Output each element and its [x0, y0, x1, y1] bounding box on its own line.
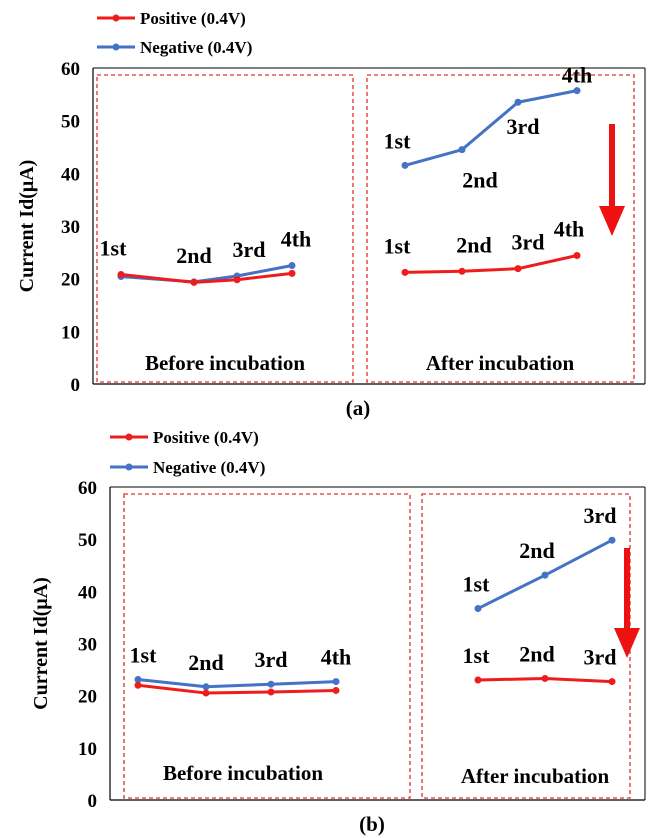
negative-data-point — [573, 87, 581, 95]
point-label: 2nd — [188, 650, 223, 675]
positive-data-point — [117, 270, 125, 278]
positive-series-line — [120, 271, 293, 284]
decrease-arrow-head — [599, 206, 625, 236]
positive-series-line — [404, 254, 578, 274]
positive-data-point — [573, 251, 581, 259]
legend-label-negative: Negative (0.4V) — [153, 458, 265, 477]
positive-data-point — [608, 678, 616, 686]
before-incubation-group: Before incubation 1st 2nd 3rd 4th — [96, 74, 354, 383]
negative-data-point — [134, 675, 142, 683]
positive-series-line — [137, 683, 337, 695]
y-tick-label: 0 — [71, 375, 81, 396]
point-label: 1st — [100, 235, 128, 260]
negative-data-point — [332, 678, 340, 686]
positive-data-point — [474, 676, 482, 684]
positive-data-point — [332, 686, 340, 694]
negative-point-label: 3rd — [507, 114, 540, 139]
y-tick-label: 30 — [78, 635, 97, 656]
region-label: Before incubation — [145, 351, 305, 375]
positive-point-label: 3rd — [512, 230, 545, 255]
legend-marker-negative — [125, 463, 133, 471]
positive-data-point — [233, 276, 241, 284]
negative-data-point — [401, 161, 409, 169]
y-tick-label: 60 — [78, 478, 97, 499]
y-tick-label: 10 — [78, 739, 97, 760]
positive-data-point — [202, 689, 210, 697]
positive-point-label: 2nd — [519, 641, 554, 666]
legend-marker-positive — [112, 14, 120, 22]
negative-point-label: 4th — [562, 63, 593, 88]
negative-data-point — [288, 262, 296, 269]
chart-panel-b: Positive (0.4V) Negative (0.4V) 0 10 20 30 40 5… — [30, 428, 646, 836]
negative-data-point — [608, 536, 616, 544]
dashed-region-box — [366, 74, 635, 383]
positive-point-label: 1st — [463, 643, 491, 668]
negative-data-point — [202, 683, 210, 691]
region-label: After incubation — [461, 764, 610, 788]
negative-point-label: 1st — [463, 572, 491, 597]
y-tick-label: 30 — [61, 217, 80, 238]
point-label: 4th — [281, 227, 312, 252]
y-tick-label: 10 — [61, 322, 80, 343]
negative-data-point — [541, 571, 549, 579]
y-tick-label: 0 — [88, 791, 98, 812]
positive-data-point — [288, 269, 296, 277]
negative-data-point — [458, 146, 466, 154]
before-incubation-group: Before incubation 1st 2nd 3rd 4th — [123, 493, 411, 799]
negative-data-point — [514, 98, 522, 106]
panel-caption: (b) — [359, 812, 385, 836]
decrease-arrow-head — [614, 628, 640, 658]
legend-label-positive: Positive (0.4V) — [140, 9, 246, 28]
y-tick-label: 40 — [61, 164, 80, 185]
y-tick-label: 20 — [61, 270, 80, 291]
legend-marker-positive — [125, 433, 133, 441]
point-label: 4th — [321, 645, 352, 670]
region-label: Before incubation — [163, 761, 323, 785]
positive-data-point — [541, 674, 549, 682]
y-tick-label: 50 — [61, 112, 80, 133]
legend-label-positive: Positive (0.4V) — [153, 428, 259, 447]
region-label: After incubation — [426, 351, 575, 375]
positive-data-point — [190, 278, 198, 286]
y-tick-label: 40 — [78, 582, 97, 603]
positive-point-label: 4th — [554, 216, 585, 241]
panel-caption: (a) — [346, 396, 371, 420]
negative-point-label: 2nd — [462, 168, 497, 193]
positive-point-label: 2nd — [456, 232, 491, 257]
y-tick-label: 60 — [61, 59, 80, 80]
dashed-region-box — [123, 493, 411, 799]
after-incubation-group: After incubation 1st 1st 2nd 2nd 3rd 3rd 4th 4th — [366, 63, 635, 383]
after-incubation-group: After incubation 1st 1st 2nd 2nd 3rd 3rd — [421, 493, 631, 799]
positive-data-point — [401, 268, 409, 276]
y-tick-label: 20 — [78, 687, 97, 708]
chart-panel-a: Positive (0.4V) Negative (0.4V) 0 10 20 30 40 5… — [16, 9, 646, 420]
negative-point-label: 2nd — [519, 538, 554, 563]
legend-label-negative: Negative (0.4V) — [140, 38, 252, 57]
positive-data-point — [514, 265, 522, 273]
y-axis-label: Current Id(μA) — [16, 160, 38, 293]
negative-series-line — [120, 264, 293, 284]
negative-data-point — [474, 605, 482, 613]
positive-data-point — [134, 681, 142, 689]
point-label: 3rd — [233, 237, 266, 262]
legend-marker-negative — [112, 43, 120, 51]
negative-series-line — [404, 89, 578, 167]
dashed-region-box — [96, 74, 354, 383]
negative-series-line — [137, 678, 337, 689]
negative-point-label: 3rd — [584, 503, 617, 528]
y-axis-label: Current Id(μA) — [30, 577, 52, 710]
negative-data-point — [267, 680, 275, 688]
point-label: 2nd — [176, 243, 211, 268]
positive-point-label: 1st — [384, 233, 412, 258]
positive-data-point — [267, 688, 275, 696]
point-label: 3rd — [255, 647, 288, 672]
point-label: 1st — [130, 642, 158, 667]
negative-point-label: 1st — [384, 128, 412, 153]
positive-data-point — [458, 267, 466, 275]
positive-point-label: 3rd — [584, 645, 617, 670]
y-tick-label: 50 — [78, 530, 97, 551]
